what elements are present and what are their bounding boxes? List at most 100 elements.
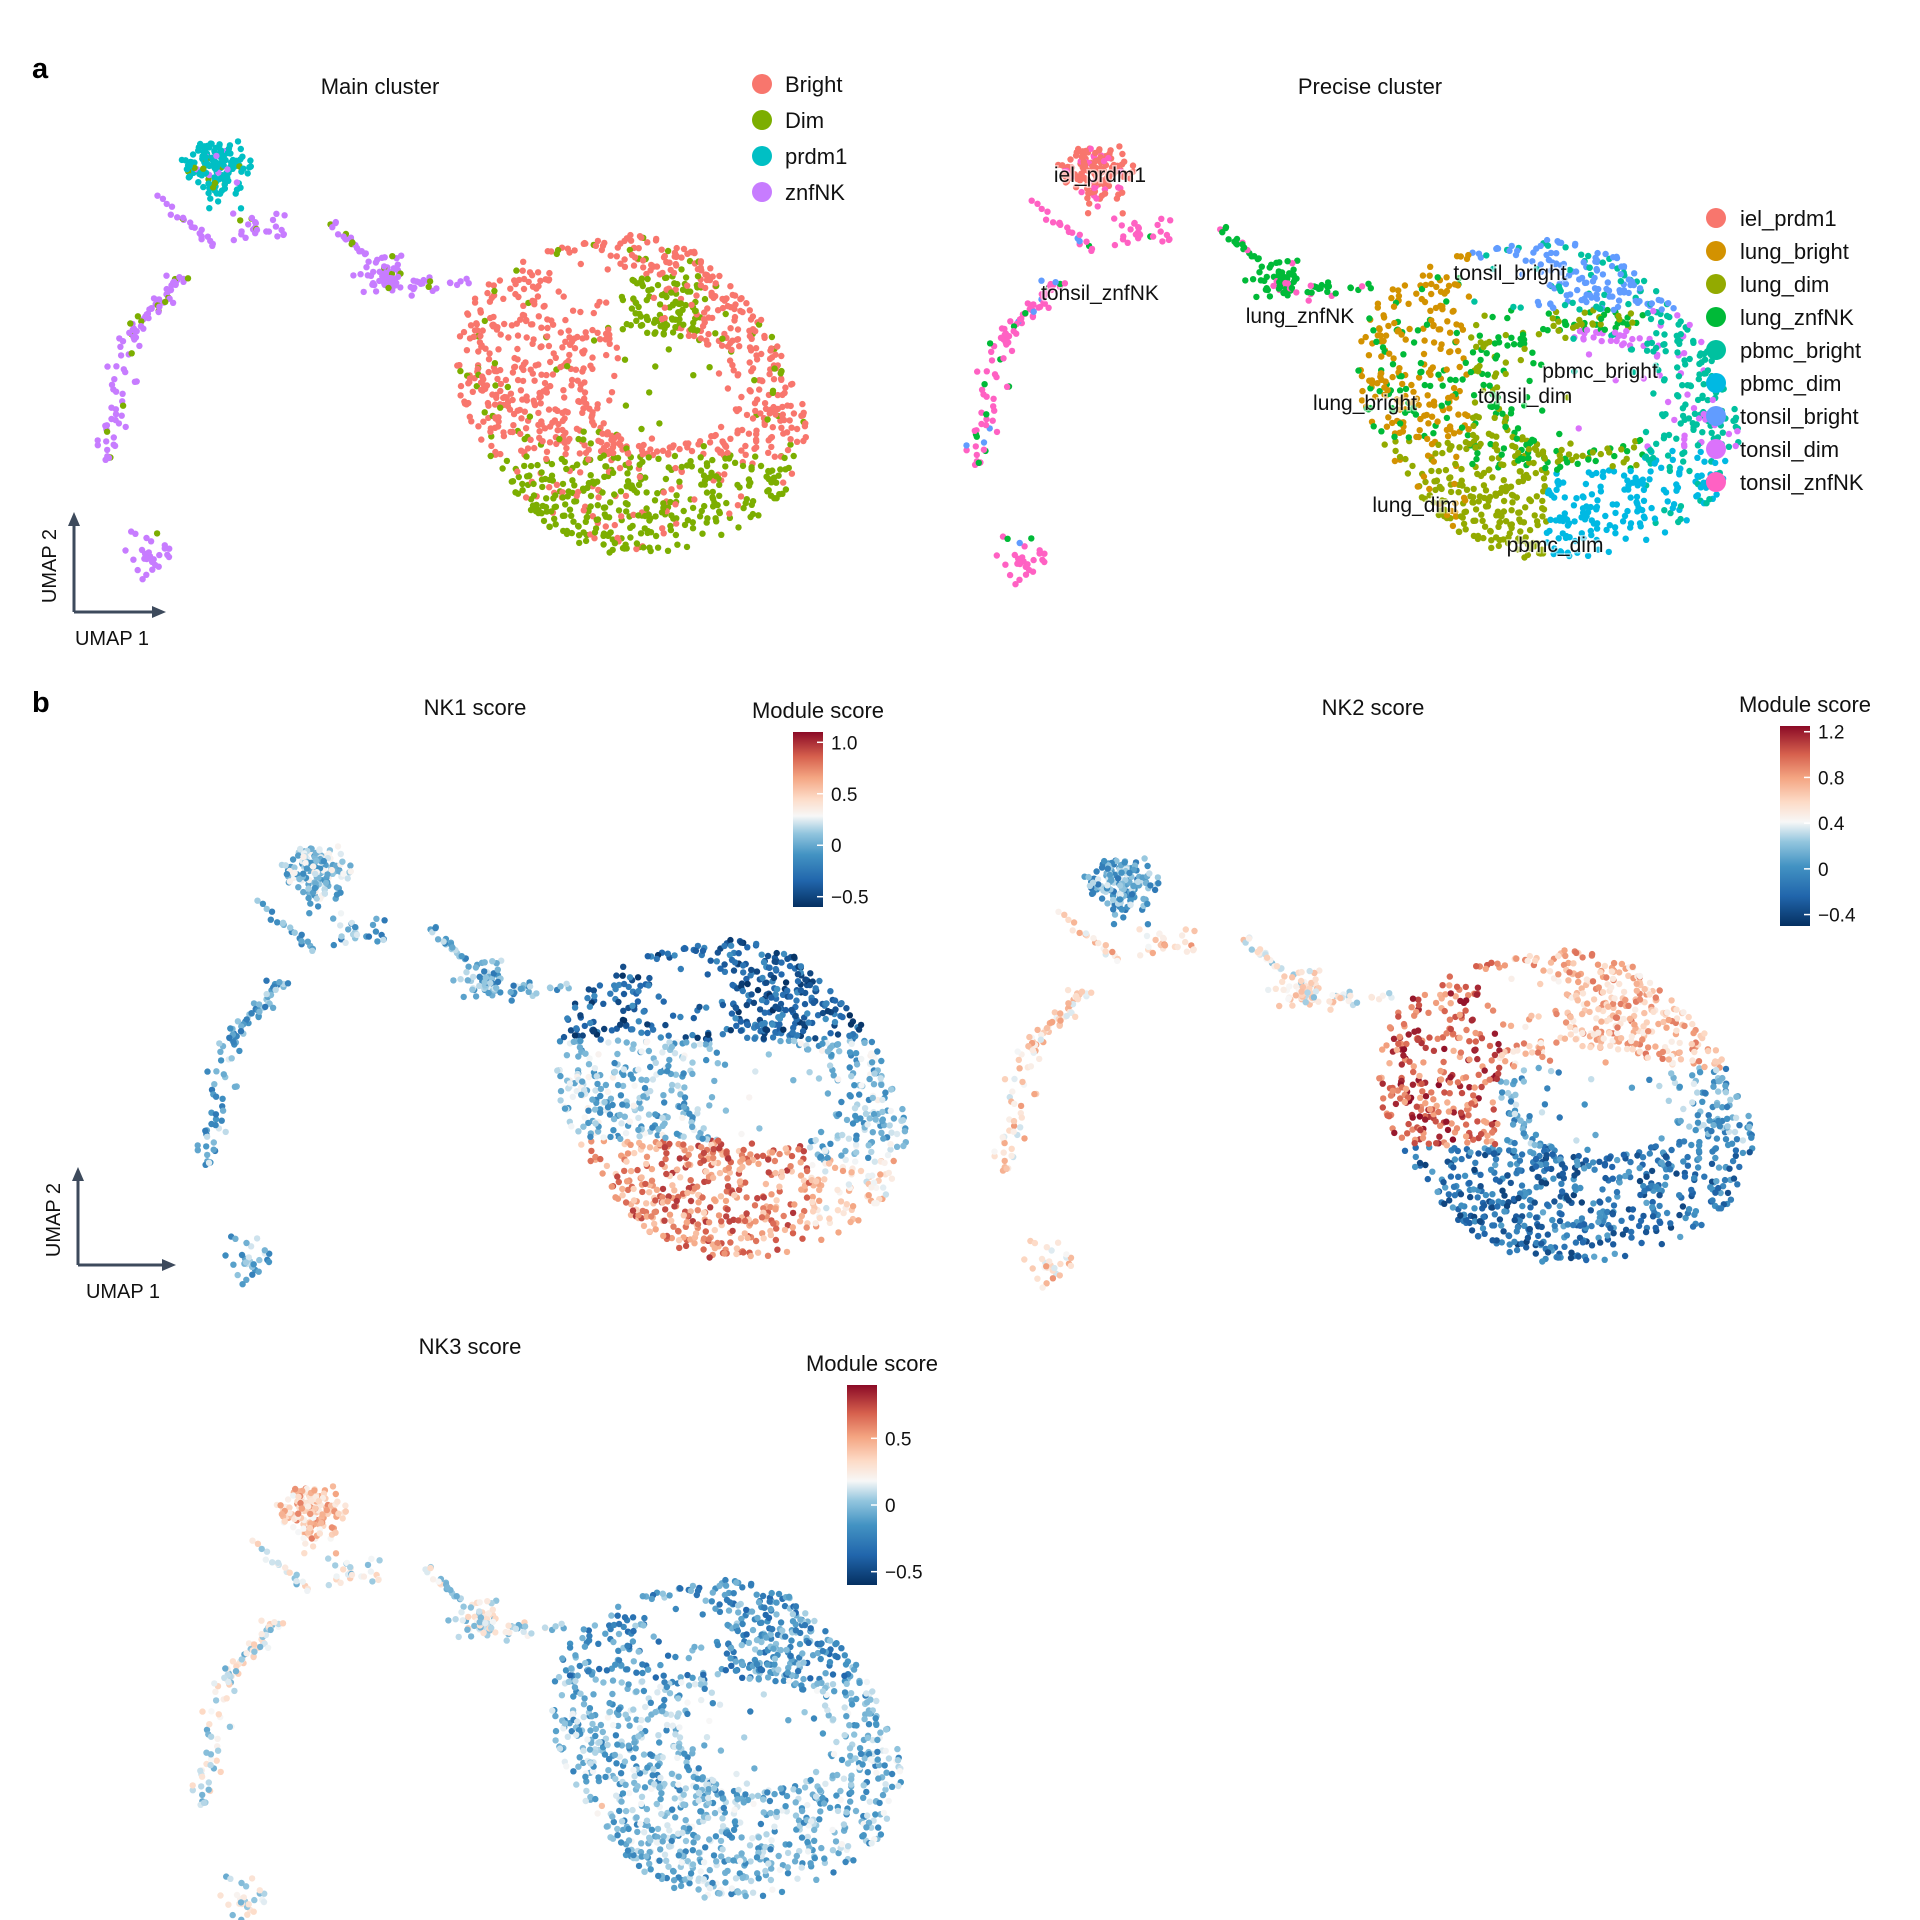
main-cluster-point — [187, 219, 194, 226]
main-cluster-point — [682, 301, 689, 309]
precise-cluster-point — [1597, 321, 1604, 328]
main-cluster-point — [678, 463, 685, 471]
main-cluster-point — [734, 336, 742, 343]
nk1-point — [782, 1145, 789, 1152]
main-cluster-point — [589, 365, 596, 373]
precise-cluster-point — [1579, 452, 1586, 459]
main-cluster-point — [709, 488, 716, 496]
main-cluster-point — [130, 556, 137, 563]
precise-cluster-point — [1438, 402, 1445, 409]
main-cluster-point — [514, 376, 522, 384]
precise-cluster-point — [1675, 321, 1682, 328]
nk1-point — [715, 1212, 723, 1219]
main-cluster-point — [739, 426, 746, 434]
nk1-point — [838, 1000, 845, 1007]
precise-cluster-point — [1602, 250, 1609, 258]
main-cluster-point — [701, 295, 709, 303]
main-cluster-point — [663, 321, 671, 329]
nk1-point — [243, 1016, 250, 1023]
precise-cluster-point — [1030, 308, 1037, 315]
nk1-point — [727, 942, 735, 949]
main-cluster-point — [112, 416, 119, 424]
nk1-point — [652, 1111, 659, 1118]
main-cluster-point — [221, 185, 228, 192]
main-cluster-point — [583, 334, 590, 341]
nk1-point — [576, 1044, 584, 1051]
precise-cluster-point — [1452, 460, 1459, 468]
main-cluster-point — [648, 261, 655, 269]
precise-cluster-point — [1491, 414, 1498, 421]
main-cluster-point — [635, 245, 642, 252]
main-cluster-point — [503, 457, 511, 465]
main-cluster-point — [587, 472, 594, 479]
nk1-point — [593, 1073, 600, 1080]
main-cluster-point — [490, 323, 497, 330]
nk1-point — [802, 976, 809, 983]
nk1-point — [787, 1163, 794, 1170]
nk1-point — [643, 1076, 650, 1084]
precise-cluster-point — [1698, 338, 1705, 346]
main-cluster-point — [676, 483, 683, 490]
precise-cluster-point — [1591, 274, 1598, 282]
main-cluster-point — [665, 346, 672, 353]
nk1-point — [636, 1133, 643, 1140]
nk1-point — [882, 1191, 890, 1198]
main-cluster-point — [718, 342, 726, 349]
main-cluster-point — [536, 428, 543, 435]
precise-cluster-point — [1694, 442, 1702, 449]
precise-cluster-point — [1690, 339, 1697, 346]
precise-cluster-point — [1515, 457, 1522, 464]
nk1-point — [887, 1086, 895, 1093]
nk1-point — [816, 1214, 823, 1222]
main-cluster-point — [507, 428, 514, 436]
nk1-point — [337, 850, 344, 858]
nk1-point — [656, 1140, 663, 1148]
nk1-point — [754, 1249, 762, 1256]
main-cluster-point — [213, 190, 220, 197]
nk1-point — [662, 1021, 669, 1029]
main-cluster-point — [216, 142, 223, 149]
precise-cluster-point — [1159, 238, 1166, 245]
precise-cluster-point — [1390, 303, 1398, 310]
main-cluster-point — [667, 498, 674, 506]
main-cluster-point — [529, 321, 536, 328]
precise-cluster-point — [1119, 150, 1126, 158]
main-cluster-point — [594, 237, 602, 245]
main-cluster-point — [117, 352, 125, 359]
nk1-point — [694, 1034, 701, 1042]
main-cluster-point — [186, 173, 193, 180]
precise-cluster-point — [1664, 498, 1671, 505]
precise-cluster-point — [1628, 346, 1636, 353]
precise-cluster-points — [963, 143, 1742, 588]
nk1-point — [703, 1168, 710, 1175]
main-cluster-point — [537, 400, 544, 407]
main-cluster-point — [559, 494, 566, 501]
legend-marker-pbmc_dim — [1706, 373, 1726, 393]
main-cluster-point — [768, 333, 776, 341]
precise-cluster-point — [1641, 514, 1648, 522]
nk1-point — [778, 959, 785, 966]
precise-cluster-point — [1627, 310, 1635, 317]
nk1-point — [618, 1120, 625, 1127]
precise-cluster-point — [1468, 334, 1475, 341]
nk1-point — [758, 951, 765, 958]
precise-cluster-point — [1599, 259, 1607, 266]
main-cluster-point — [460, 328, 468, 336]
nk1-point — [765, 1169, 772, 1176]
main-cluster-point — [624, 470, 631, 477]
precise-cluster-point — [1690, 405, 1698, 412]
main-cluster-point — [530, 492, 538, 499]
nk1-point — [822, 1015, 829, 1023]
precise-cluster-point — [1447, 474, 1454, 481]
main-cluster-point — [781, 454, 788, 462]
main-cluster-point — [491, 401, 499, 408]
nk1-point — [724, 1175, 731, 1182]
cluster-label-lung_znfNK: lung_znfNK — [1246, 305, 1355, 328]
main-cluster-point — [207, 195, 214, 202]
precise-cluster-point — [1069, 229, 1076, 236]
precise-cluster-point — [1578, 251, 1585, 258]
umap-axis-indicator: UMAP 2 UMAP 1 — [39, 512, 166, 650]
precise-cluster-point — [1362, 333, 1369, 341]
main-cluster-point — [574, 377, 581, 384]
